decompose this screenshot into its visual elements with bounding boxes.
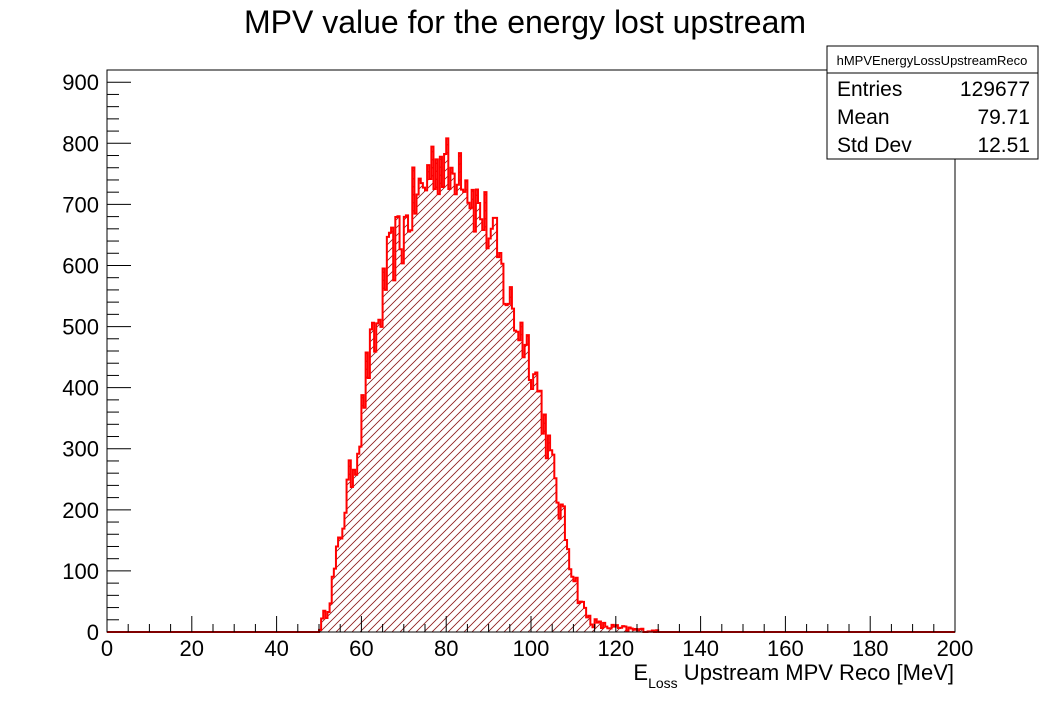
stats-mean-value: 79.71 (977, 106, 1030, 129)
x-axis: 0 20 40 60 80 100 120 140 160 180 200 (101, 616, 973, 661)
x-axis-label-subscript: Loss (648, 675, 678, 691)
y-tick-label: 400 (62, 376, 99, 401)
y-tick-label: 300 (62, 437, 99, 462)
x-axis-label-main: E (633, 660, 648, 685)
y-tick-label: 800 (62, 131, 99, 156)
stats-box-name: hMPVEnergyLossUpstreamReco (837, 53, 1028, 68)
chart-title: MPV value for the energy lost upstream (244, 4, 806, 40)
y-tick-label: 0 (87, 620, 99, 645)
y-axis: 0 100 200 300 400 500 600 700 800 900 (62, 69, 131, 645)
stats-stddev-label: Std Dev (837, 134, 912, 157)
x-tick-label: 160 (767, 636, 804, 661)
x-tick-label: 0 (101, 636, 113, 661)
x-tick-label: 200 (937, 636, 974, 661)
x-tick-label: 180 (852, 636, 889, 661)
stats-mean-label: Mean (837, 106, 890, 129)
stats-stddev-value: 12.51 (977, 134, 1030, 157)
y-tick-label: 500 (62, 315, 99, 340)
y-tick-label: 200 (62, 498, 99, 523)
stats-entries-label: Entries (837, 78, 902, 101)
y-tick-label: 700 (62, 192, 99, 217)
stats-entries-value: 129677 (960, 78, 1030, 101)
x-tick-label: 20 (180, 636, 204, 661)
x-tick-label: 140 (682, 636, 719, 661)
x-tick-label: 100 (513, 636, 550, 661)
y-tick-label: 600 (62, 253, 99, 278)
y-tick-label: 100 (62, 559, 99, 584)
x-tick-label: 120 (597, 636, 634, 661)
x-tick-label: 80 (434, 636, 458, 661)
x-tick-label: 40 (264, 636, 288, 661)
y-tick-label: 900 (62, 70, 99, 95)
x-tick-label: 60 (349, 636, 373, 661)
histogram-bars (107, 137, 955, 633)
x-axis-label-rest: Upstream MPV Reco [MeV] (678, 660, 954, 685)
stats-box: hMPVEnergyLossUpstreamReco Entries 12967… (826, 45, 1039, 160)
x-axis-label: ELoss Upstream MPV Reco [MeV] (633, 660, 954, 691)
